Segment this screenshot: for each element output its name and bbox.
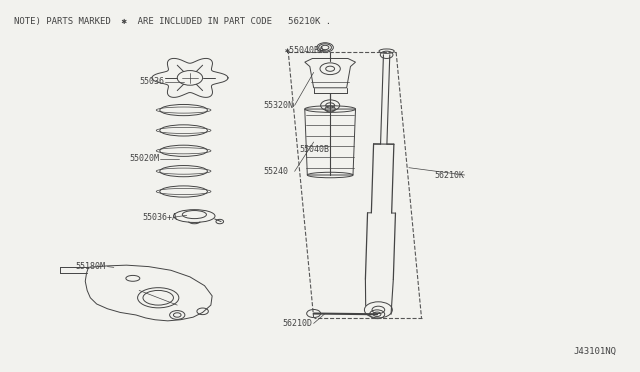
Text: NOTE) PARTS MARKED  ✱  ARE INCLUDED IN PART CODE   56210K .: NOTE) PARTS MARKED ✱ ARE INCLUDED IN PAR… — [14, 17, 332, 26]
Text: 55020M: 55020M — [130, 154, 159, 163]
Text: 55036: 55036 — [139, 77, 164, 86]
Text: ✱55040BA: ✱55040BA — [285, 46, 325, 55]
Text: 55180M: 55180M — [76, 262, 106, 271]
Text: 55240: 55240 — [263, 167, 288, 176]
Text: 55320N: 55320N — [263, 101, 293, 110]
Text: 55036+A: 55036+A — [142, 213, 177, 222]
Text: 56210D: 56210D — [282, 319, 312, 328]
Text: 56210K: 56210K — [434, 170, 464, 180]
Text: 55040B: 55040B — [300, 145, 330, 154]
Text: J43101NQ: J43101NQ — [574, 347, 617, 356]
